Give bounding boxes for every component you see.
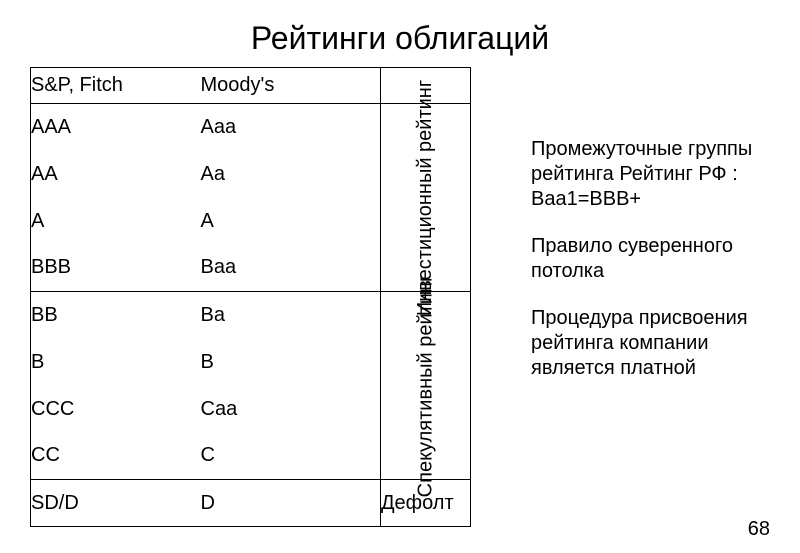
ratings-table: S&P, Fitch Moody's AAA Aaa Инвестиционны… <box>30 67 471 527</box>
page-number: 68 <box>748 518 770 541</box>
cell-moody: Baa <box>201 245 381 292</box>
cell-sp: AA <box>31 151 201 198</box>
ratings-table-wrap: S&P, Fitch Moody's AAA Aaa Инвестиционны… <box>30 67 471 527</box>
cell-sp: CC <box>31 433 201 480</box>
table-row: BB Ba Спекулятивный рейтинг <box>31 292 471 339</box>
group-label-default: Дефолт <box>381 480 471 527</box>
slide: Рейтинги облигаций S&P, Fitch Moody's AA… <box>0 0 800 553</box>
cell-moody: D <box>201 480 381 527</box>
cell-sp: BB <box>31 292 201 339</box>
cell-sp: B <box>31 339 201 386</box>
cell-moody: A <box>201 198 381 245</box>
group-label-investment: Инвестиционный рейтинг <box>381 104 471 292</box>
cell-sp: AAA <box>31 104 201 151</box>
group-label-speculative: Спекулятивный рейтинг <box>381 292 471 480</box>
cell-sp: BBB <box>31 245 201 292</box>
cell-sp: CCC <box>31 386 201 433</box>
note-procedure: Процедура присвоения рейтинга компании я… <box>531 306 781 381</box>
header-moodys: Moody's <box>201 68 381 104</box>
group-label-text: Спекулятивный рейтинг <box>415 274 437 497</box>
cell-moody: Aa <box>201 151 381 198</box>
cell-moody: Caa <box>201 386 381 433</box>
header-sp-fitch: S&P, Fitch <box>31 68 201 104</box>
cell-moody: Ba <box>201 292 381 339</box>
cell-moody: C <box>201 433 381 480</box>
cell-moody: B <box>201 339 381 386</box>
table-row: SD/D D Дефолт <box>31 480 471 527</box>
content-area: S&P, Fitch Moody's AAA Aaa Инвестиционны… <box>0 67 800 527</box>
side-notes: Промежуточные группы рейтинга Рейтинг РФ… <box>531 67 781 403</box>
table-row: AAA Aaa Инвестиционный рейтинг <box>31 104 471 151</box>
table-header-row: S&P, Fitch Moody's <box>31 68 471 104</box>
page-title: Рейтинги облигаций <box>0 0 800 67</box>
cell-sp: A <box>31 198 201 245</box>
note-intermediate: Промежуточные группы рейтинга Рейтинг РФ… <box>531 137 781 212</box>
cell-moody: Aaa <box>201 104 381 151</box>
note-sovereign: Правило суверенного потолка <box>531 234 781 284</box>
cell-sp: SD/D <box>31 480 201 527</box>
